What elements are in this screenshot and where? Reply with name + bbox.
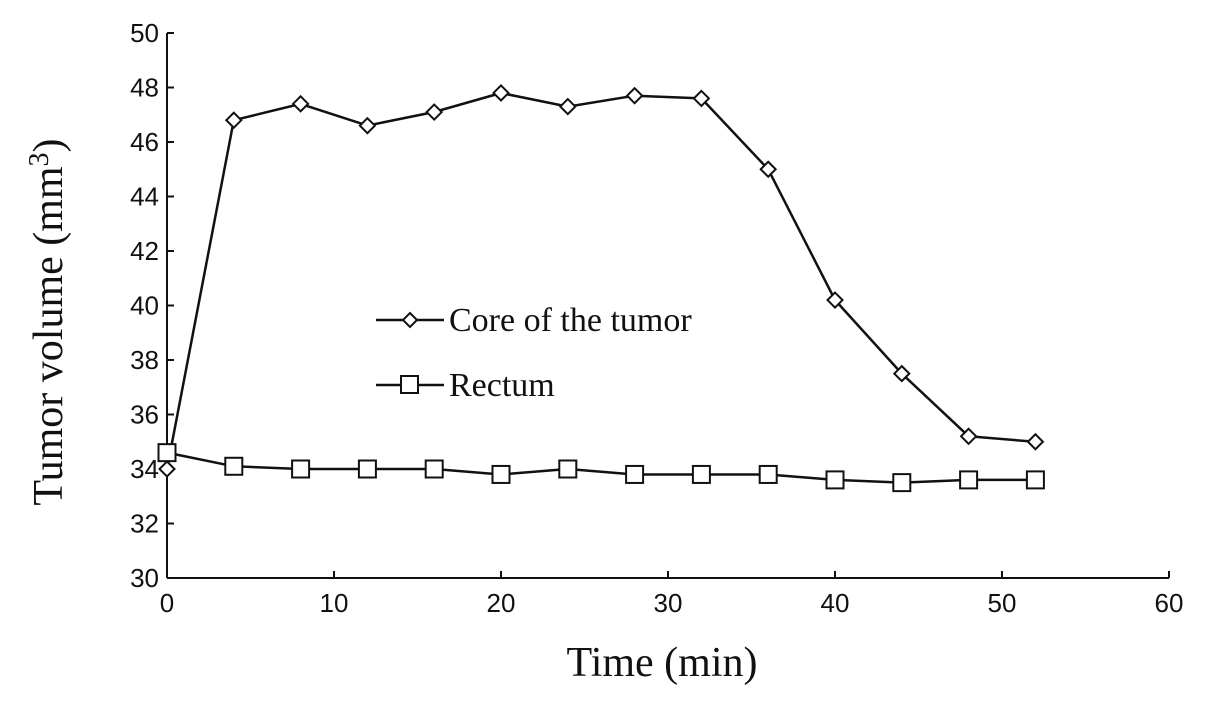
data-point-rectum [424,459,444,479]
y-tick-label: 46 [130,127,159,157]
y-tick-label: 38 [130,345,159,375]
legend: Core of the tumor Rectum [376,302,692,404]
data-point-rectum [491,464,511,484]
y-axis-title-superscript: 3 [24,152,55,166]
legend-item-rectum: Rectum [376,367,555,404]
y-tick-label: 48 [130,73,159,103]
data-point-core [625,86,644,105]
data-point-rectum [157,443,177,463]
data-point-core [158,460,176,478]
series-line-rectum [166,451,1036,484]
legend-label-rectum: Rectum [449,367,555,404]
y-tick-label: 44 [130,182,159,212]
data-point-core [826,291,844,309]
x-tick-label: 0 [160,588,174,618]
data-point-rectum [224,456,244,476]
y-tick-label: 32 [130,509,159,539]
data-point-rectum [892,473,912,493]
y-axis-title-suffix: ) [26,138,72,152]
y-tick-label: 34 [130,454,159,484]
data-point-core [892,364,911,383]
legend-marker-square [400,375,419,394]
y-tick-label: 40 [130,291,159,321]
data-point-rectum [291,459,311,479]
y-tick-label: 42 [130,236,159,266]
x-tick-label: 20 [487,588,516,618]
data-point-core [959,427,978,446]
data-point-core [759,160,778,179]
data-point-core [224,111,243,130]
data-point-core [492,84,510,102]
data-point-rectum [758,464,778,484]
data-point-rectum [691,464,711,484]
data-point-rectum [357,459,377,479]
series-layer [157,84,1045,493]
legend-label-core: Core of the tumor [449,302,692,339]
x-axis-title: Time (min) [567,640,758,686]
y-axis-title: Tumor volume (mm3) [24,138,72,505]
data-point-core [692,89,711,108]
y-tick-label: 30 [130,563,159,593]
y-tick-label: 50 [130,18,159,48]
data-point-core [558,97,577,116]
data-point-rectum [558,459,578,479]
data-point-core [1026,432,1045,451]
data-point-rectum [625,464,645,484]
data-point-rectum [959,470,979,490]
legend-marker-diamond [401,311,419,329]
x-tick-label: 50 [988,588,1017,618]
legend-item-core: Core of the tumor [376,302,692,339]
ticks: 30 32 34 36 38 40 42 44 46 48 50 0 10 20 30 40 50 60 [130,18,1183,618]
data-point-core [425,103,444,121]
y-axis-title-main: Tumor volume (mm [26,166,72,505]
x-tick-label: 30 [654,588,683,618]
data-point-core [358,116,377,135]
data-point-rectum [825,470,845,490]
y-tick-label: 36 [130,400,159,430]
data-point-core [291,94,310,113]
x-tick-label: 10 [320,588,349,618]
x-tick-label: 40 [821,588,850,618]
x-tick-label: 60 [1155,588,1184,618]
data-point-rectum [1025,470,1045,490]
series-line-core [165,91,1036,470]
